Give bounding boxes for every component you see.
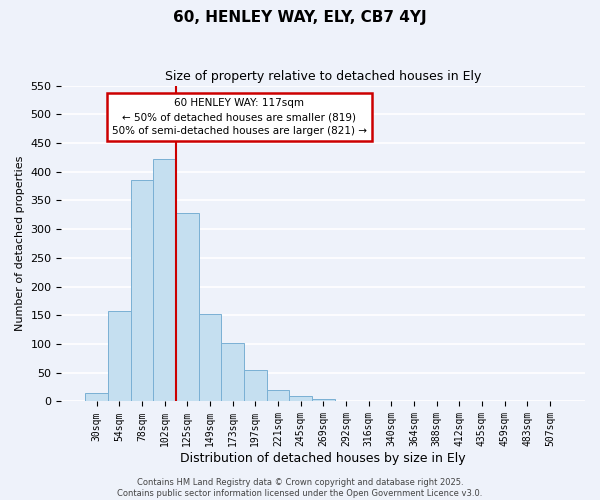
Bar [176, 213, 199, 402]
Bar [289, 396, 312, 402]
Bar [244, 370, 266, 402]
Bar [131, 180, 153, 402]
Bar [221, 344, 244, 402]
Text: 60 HENLEY WAY: 117sqm
← 50% of detached houses are smaller (819)
50% of semi-det: 60 HENLEY WAY: 117sqm ← 50% of detached … [112, 98, 367, 136]
Text: 60, HENLEY WAY, ELY, CB7 4YJ: 60, HENLEY WAY, ELY, CB7 4YJ [173, 10, 427, 25]
Text: Contains HM Land Registry data © Crown copyright and database right 2025.
Contai: Contains HM Land Registry data © Crown c… [118, 478, 482, 498]
Bar [335, 401, 357, 402]
X-axis label: Distribution of detached houses by size in Ely: Distribution of detached houses by size … [181, 452, 466, 465]
Y-axis label: Number of detached properties: Number of detached properties [15, 156, 25, 331]
Bar [266, 390, 289, 402]
Bar [85, 393, 108, 402]
Title: Size of property relative to detached houses in Ely: Size of property relative to detached ho… [165, 70, 481, 83]
Bar [199, 314, 221, 402]
Bar [153, 158, 176, 402]
Bar [312, 398, 335, 402]
Bar [108, 312, 131, 402]
